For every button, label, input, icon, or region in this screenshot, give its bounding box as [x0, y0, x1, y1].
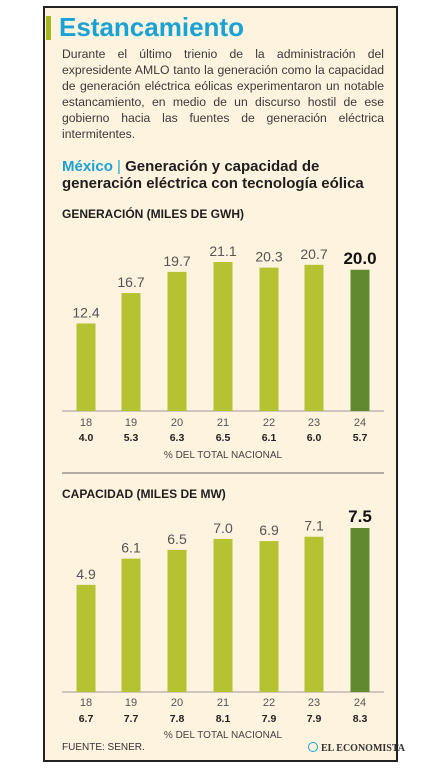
- bar-value-label: 20.3: [255, 249, 282, 265]
- capacity-chart-title: CAPACIDAD (MILES DE MW): [62, 487, 226, 501]
- source-note: FUENTE: SENER.: [62, 742, 145, 753]
- share-value: 6.0: [307, 432, 322, 444]
- intro-paragraph: Durante el último trienio de la administ…: [62, 47, 384, 141]
- share-value: 7.8: [170, 713, 185, 725]
- subtitle-separator: |: [117, 158, 121, 175]
- bar-value-label: 7.5: [348, 507, 372, 526]
- bar: [350, 269, 370, 411]
- brand-icon: [308, 742, 318, 752]
- bar-value-label: 21.1: [209, 243, 236, 259]
- share-value: 6.1: [262, 432, 277, 444]
- chart-subtitle: México | Generación y capacidad de gener…: [62, 158, 392, 192]
- bar-value-label: 7.1: [304, 518, 324, 534]
- x-tick-label: 18: [80, 697, 92, 709]
- bar-value-label: 4.9: [76, 566, 96, 582]
- bar: [213, 538, 233, 692]
- bar: [121, 293, 141, 411]
- bar-value-label: 19.7: [163, 253, 190, 269]
- share-value: 8.1: [216, 713, 231, 725]
- bar: [167, 549, 187, 692]
- bar: [304, 536, 324, 692]
- share-value: 5.3: [124, 432, 139, 444]
- share-value: 7.7: [124, 713, 139, 725]
- bar-value-label: 7.0: [213, 520, 233, 536]
- brand-name: EL ECONOMISTA: [321, 743, 405, 754]
- bar-value-label: 20.7: [300, 246, 327, 262]
- x-tick-label: 24: [354, 417, 366, 429]
- bar-value-label: 6.9: [259, 522, 279, 538]
- subtitle-country: México: [62, 158, 113, 175]
- x-tick-label: 22: [263, 417, 275, 429]
- x-tick-label: 20: [171, 417, 183, 429]
- title-row: Estancamiento: [46, 12, 244, 43]
- bar: [350, 528, 370, 692]
- bar: [167, 271, 187, 411]
- page-title: Estancamiento: [59, 12, 244, 42]
- bar: [304, 264, 324, 411]
- bar: [213, 262, 233, 411]
- x-tick-label: 18: [80, 417, 92, 429]
- x-tick-label: 23: [308, 697, 320, 709]
- x-tick-label: 21: [217, 417, 229, 429]
- share-axis-label: % DEL TOTAL NACIONAL: [164, 450, 283, 461]
- bar: [121, 558, 141, 692]
- x-tick-label: 20: [171, 697, 183, 709]
- share-value: 6.7: [79, 713, 94, 725]
- share-value: 4.0: [79, 432, 94, 444]
- share-value: 7.9: [307, 713, 322, 725]
- share-value: 7.9: [262, 713, 277, 725]
- bar: [76, 323, 96, 411]
- share-value: 6.3: [170, 432, 185, 444]
- subtitle-text: Generación y capacidad de generación elé…: [62, 158, 364, 192]
- share-value: 6.5: [216, 432, 231, 444]
- x-tick-label: 19: [125, 697, 137, 709]
- bar-value-label: 16.7: [117, 274, 144, 290]
- x-tick-label: 22: [263, 697, 275, 709]
- generation-chart-title: GENERACIÓN (MILES DE GWH): [62, 207, 244, 221]
- bar-value-label: 6.5: [167, 531, 187, 547]
- bar-value-label: 12.4: [72, 304, 99, 320]
- bar: [76, 584, 96, 692]
- brand-logo: EL ECONOMISTA: [308, 742, 405, 754]
- share-axis-label: % DEL TOTAL NACIONAL: [164, 730, 283, 741]
- bar-value-label: 20.0: [343, 249, 376, 268]
- x-tick-label: 21: [217, 697, 229, 709]
- bar-value-label: 6.1: [121, 540, 141, 556]
- bar: [259, 267, 279, 411]
- x-tick-label: 19: [125, 417, 137, 429]
- share-value: 8.3: [353, 713, 368, 725]
- x-tick-label: 24: [354, 697, 366, 709]
- share-value: 5.7: [353, 432, 368, 444]
- bar: [259, 541, 279, 692]
- title-accent-bar: [46, 15, 51, 40]
- x-tick-label: 23: [308, 417, 320, 429]
